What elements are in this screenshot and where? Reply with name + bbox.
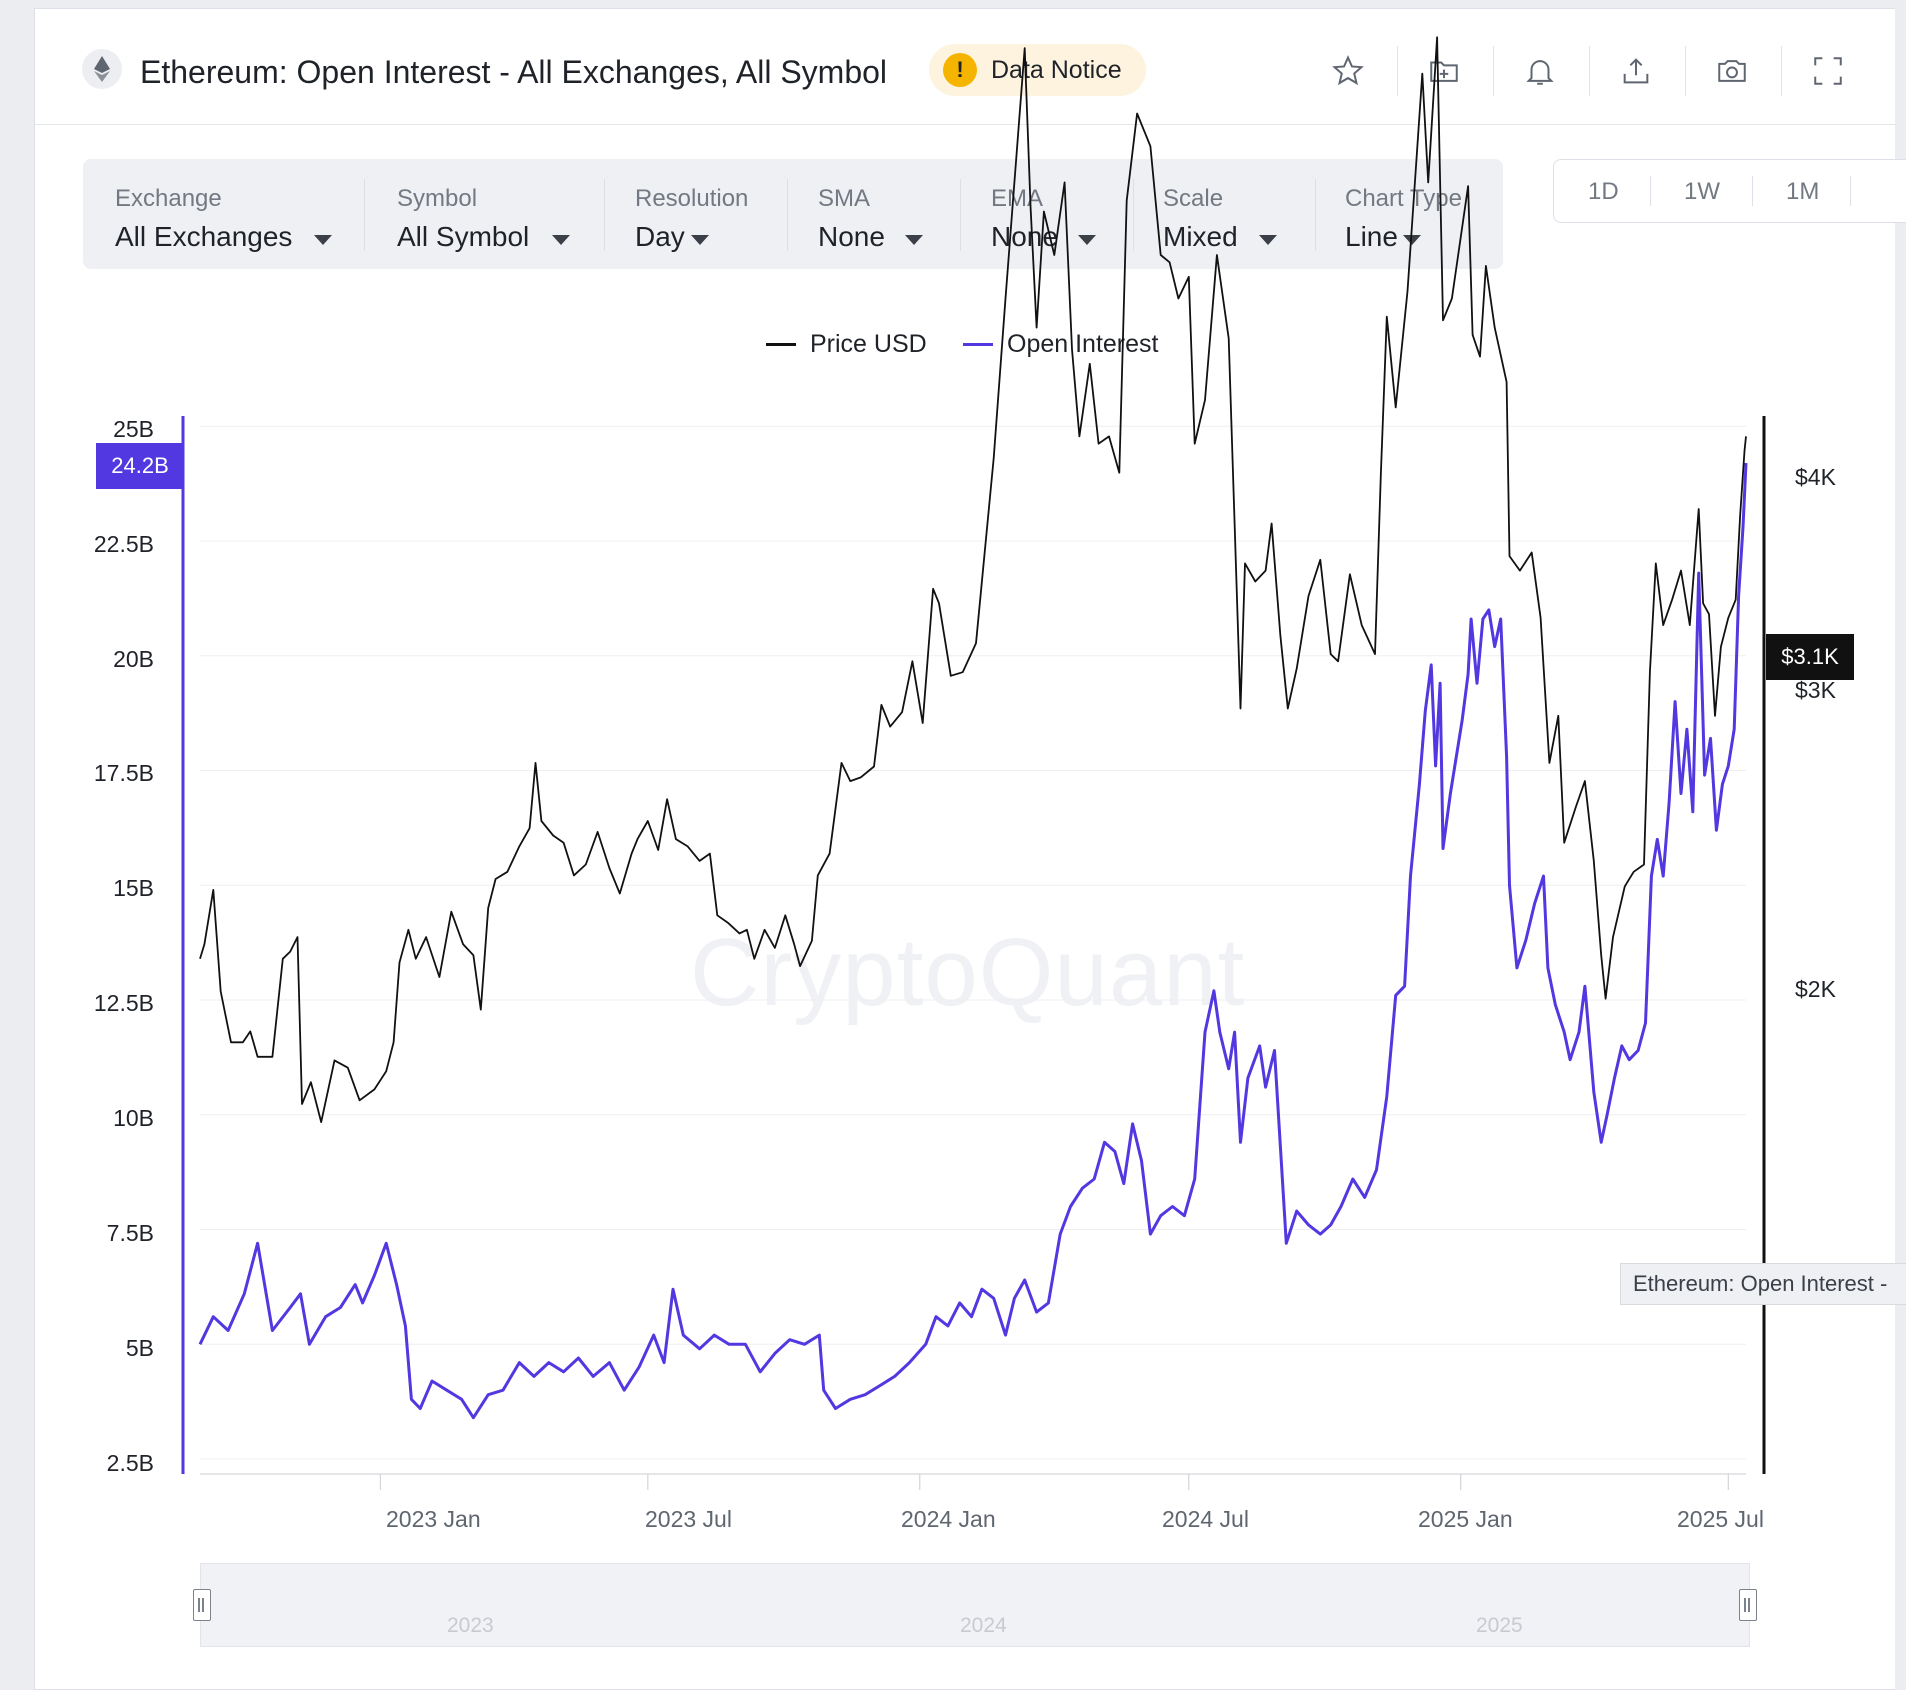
legend-label-price: Price USD <box>810 330 927 358</box>
x-tick: 2024 Jan <box>901 1506 996 1532</box>
bell-icon[interactable] <box>1516 47 1564 95</box>
x-tick: 2023 Jul <box>645 1506 732 1532</box>
toolbar-divider <box>1685 46 1686 96</box>
resolution-select-value: Day <box>635 221 685 252</box>
y-right-tick: $3K <box>1795 677 1836 703</box>
chart-type-select-label: Chart Type <box>1345 185 1462 212</box>
y-left-tick: 5B <box>125 1335 154 1361</box>
share-icon[interactable] <box>1612 47 1660 95</box>
exchange-select-label: Exchange <box>115 185 222 212</box>
time-range-selector: 1D 1W 1M <box>1553 159 1906 223</box>
scale-select[interactable]: Scale Mixed <box>1134 159 1314 269</box>
symbol-select-value: All Symbol <box>397 221 530 252</box>
caret-down-icon <box>691 235 709 245</box>
legend-label-open-interest: Open Interest <box>1007 330 1159 358</box>
chart-watermark: CryptoQuant <box>690 919 1246 1026</box>
y-right-tick: $4K <box>1795 464 1836 490</box>
navigator-year-label: 2025 <box>1476 1614 1523 1637</box>
y-left-tick: 15B <box>113 875 154 901</box>
legend-item-open-interest[interactable]: Open Interest <box>963 330 1158 359</box>
y-left-tick: 22.5B <box>93 531 154 557</box>
star-icon[interactable] <box>1324 47 1372 95</box>
range-divider <box>1850 176 1851 206</box>
fullscreen-icon[interactable] <box>1804 47 1852 95</box>
chart-legend: Price USD Open Interest <box>0 330 1906 370</box>
exchange-select-value: All Exchanges <box>115 221 293 252</box>
chart-type-select[interactable]: Chart Type Line <box>1316 159 1503 269</box>
y-left-tick: 7.5B <box>106 1220 154 1246</box>
ethereum-logo-icon <box>82 49 122 89</box>
range-divider <box>1650 176 1651 206</box>
resolution-select[interactable]: Resolution Day <box>605 159 787 269</box>
x-tick: 2023 Jan <box>386 1506 481 1532</box>
sma-select-value: None <box>818 221 885 252</box>
navigator-left-handle[interactable] <box>193 1589 211 1621</box>
chart-type-select-value: Line <box>1345 221 1398 252</box>
exchange-select[interactable]: Exchange All Exchanges <box>83 159 359 269</box>
chart-controls-bar: Exchange All Exchanges Symbol All Symbol… <box>83 159 1503 269</box>
navigator-year-label: 2024 <box>960 1614 1007 1637</box>
navigator-right-handle[interactable] <box>1739 1589 1757 1621</box>
toolbar-divider <box>1589 46 1590 96</box>
legend-item-price[interactable]: Price USD <box>766 330 927 359</box>
caret-down-icon <box>1078 235 1096 245</box>
legend-swatch-price <box>766 343 796 346</box>
caret-down-icon <box>1259 235 1277 245</box>
y-left-tick: 2.5B <box>106 1450 154 1476</box>
symbol-select-label: Symbol <box>397 185 478 212</box>
resolution-select-label: Resolution <box>635 185 749 212</box>
range-divider <box>1752 176 1753 206</box>
x-tick: 2024 Jul <box>1162 1506 1249 1532</box>
caret-down-icon <box>314 235 332 245</box>
open-interest-current-badge: 24.2B <box>96 443 184 489</box>
legend-swatch-open-interest <box>963 343 993 346</box>
navigator-year-label: 2023 <box>447 1614 494 1637</box>
warning-icon: ! <box>943 53 977 87</box>
page-title: Ethereum: Open Interest - All Exchanges,… <box>140 54 888 90</box>
price-current-badge: $3.1K <box>1766 634 1854 680</box>
sma-select-label: SMA <box>818 185 871 212</box>
y-left-tick: 20B <box>113 646 154 672</box>
caret-down-icon <box>905 235 923 245</box>
ema-select-label: EMA <box>991 185 1044 212</box>
x-tick: 2025 Jul <box>1677 1506 1764 1532</box>
range-button-1w[interactable]: 1W <box>1684 178 1720 205</box>
data-notice-button[interactable]: ! Data Notice <box>929 44 1146 96</box>
toolbar-divider <box>1493 46 1494 96</box>
data-notice-label: Data Notice <box>991 55 1122 84</box>
toolbar-divider <box>1397 46 1398 96</box>
y-left-tick: 12.5B <box>93 990 154 1016</box>
y-right-tick: $2K <box>1795 976 1836 1002</box>
series-tooltip[interactable]: Ethereum: Open Interest - <box>1620 1263 1906 1305</box>
chart-card: Ethereum: Open Interest - All Exchanges,… <box>34 8 1906 1690</box>
scale-select-value: Mixed <box>1163 221 1238 252</box>
range-button-1m[interactable]: 1M <box>1786 178 1820 205</box>
y-left-tick: 17.5B <box>93 760 154 786</box>
folder-add-icon[interactable] <box>1420 47 1468 95</box>
y-left-tick: 25B <box>113 416 154 442</box>
y-left-tick: 10B <box>113 1105 154 1131</box>
scale-select-label: Scale <box>1163 185 1224 212</box>
ema-select-value: None <box>991 221 1058 252</box>
sma-select[interactable]: SMA None <box>788 159 960 269</box>
symbol-select[interactable]: Symbol All Symbol <box>365 159 605 269</box>
caret-down-icon <box>552 235 570 245</box>
caret-down-icon <box>1403 235 1421 245</box>
chart-header: Ethereum: Open Interest - All Exchanges,… <box>35 9 1895 125</box>
range-navigator[interactable] <box>200 1563 1750 1647</box>
range-button-1d[interactable]: 1D <box>1588 178 1619 205</box>
ema-select[interactable]: EMA None <box>961 159 1133 269</box>
x-tick: 2025 Jan <box>1418 1506 1513 1532</box>
camera-icon[interactable] <box>1708 47 1756 95</box>
toolbar-divider <box>1781 46 1782 96</box>
